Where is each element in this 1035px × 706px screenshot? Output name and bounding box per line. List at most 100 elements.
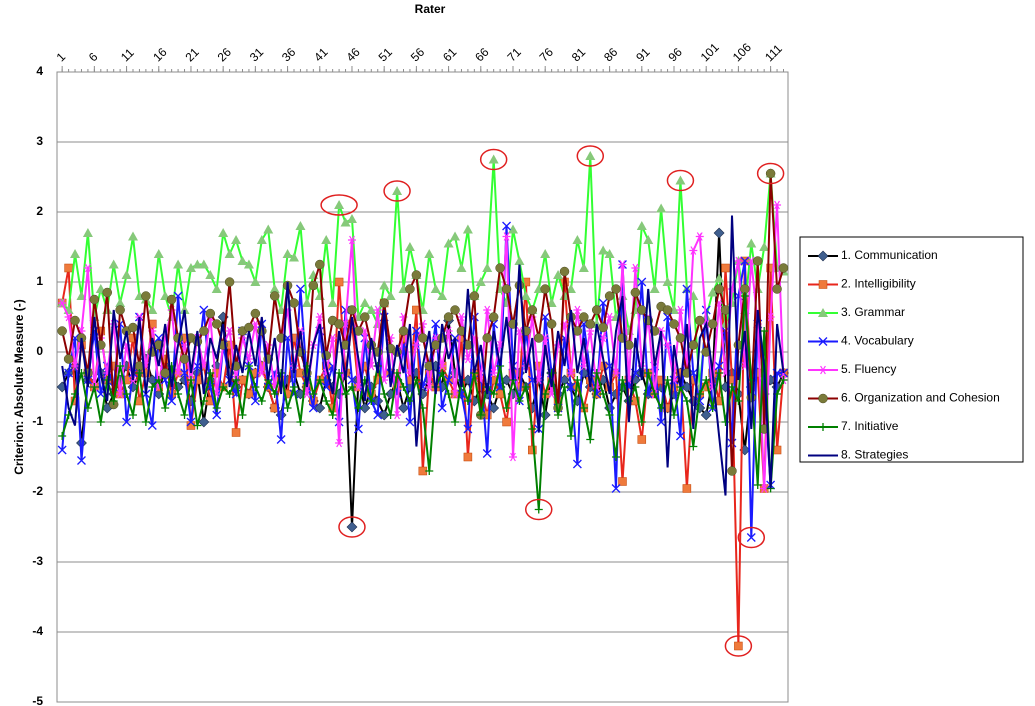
point	[611, 484, 621, 493]
point	[637, 418, 646, 426]
point	[83, 404, 92, 412]
point	[257, 397, 266, 405]
point	[585, 319, 596, 329]
point	[598, 245, 609, 255]
point	[753, 481, 762, 489]
point	[82, 228, 93, 237]
point	[507, 224, 518, 234]
x-tick-label: 96	[665, 45, 685, 65]
point	[185, 263, 196, 272]
point	[424, 249, 435, 258]
point	[379, 280, 390, 290]
point	[676, 305, 685, 315]
point	[734, 397, 743, 405]
point	[153, 249, 164, 258]
y-axis-title: Criterion: Absolute Measure (-)	[12, 299, 26, 475]
point	[180, 411, 189, 419]
point	[759, 242, 770, 251]
point	[715, 369, 724, 377]
point	[631, 263, 640, 273]
point	[154, 376, 163, 384]
point	[502, 232, 511, 241]
highlight-circle	[479, 148, 508, 171]
point	[373, 305, 382, 315]
point	[321, 235, 332, 244]
point	[612, 368, 621, 378]
point	[64, 312, 73, 322]
point	[456, 263, 467, 272]
point	[431, 319, 441, 329]
point	[714, 273, 725, 283]
point	[225, 326, 234, 336]
point	[347, 305, 357, 315]
point	[591, 305, 602, 315]
point	[578, 263, 589, 272]
point	[727, 383, 736, 391]
point	[636, 221, 647, 230]
point	[335, 438, 344, 448]
point	[411, 270, 422, 280]
point	[154, 333, 164, 343]
point	[425, 467, 434, 475]
point	[618, 260, 627, 269]
y-tick-label: 4	[36, 64, 43, 78]
highlight-circle	[756, 162, 785, 185]
point	[309, 390, 318, 398]
point	[135, 369, 144, 377]
point	[244, 322, 254, 333]
point	[702, 376, 711, 384]
point	[147, 305, 158, 314]
point	[321, 350, 331, 361]
point	[398, 326, 409, 336]
point	[83, 263, 92, 273]
point	[231, 428, 241, 437]
x-tick-label: 16	[150, 45, 170, 65]
point	[378, 409, 390, 421]
highlight-circle	[338, 516, 366, 538]
point	[405, 284, 415, 294]
point	[160, 375, 170, 385]
x-tick-label: 76	[537, 45, 557, 65]
point	[380, 390, 389, 398]
point	[346, 214, 357, 223]
point	[565, 284, 576, 293]
point	[244, 354, 253, 364]
point	[656, 417, 666, 427]
point	[161, 404, 170, 412]
series-line	[61, 215, 785, 496]
point	[566, 382, 576, 392]
point	[385, 291, 396, 300]
point	[392, 186, 403, 195]
point	[463, 354, 472, 364]
legend-box	[799, 236, 1024, 463]
point	[469, 291, 480, 301]
point	[289, 298, 299, 308]
point	[219, 383, 228, 391]
point	[604, 291, 615, 301]
point	[71, 361, 80, 371]
point	[148, 383, 157, 391]
point	[103, 376, 112, 384]
point	[560, 383, 569, 391]
point	[669, 319, 679, 329]
point	[404, 242, 415, 251]
point	[115, 305, 125, 315]
point	[250, 396, 260, 406]
point	[778, 263, 789, 273]
point	[579, 404, 588, 412]
legend-label: 8. Strategies	[841, 448, 908, 462]
point	[141, 418, 150, 426]
point	[270, 390, 279, 398]
point	[173, 259, 184, 269]
highlight-circle	[724, 635, 753, 657]
point	[559, 291, 570, 300]
legend-label: 2. Intelligibility	[841, 277, 916, 291]
point	[489, 368, 498, 378]
point	[572, 459, 582, 469]
point	[167, 396, 177, 406]
point	[109, 397, 118, 405]
y-tick-label: -4	[32, 624, 43, 638]
point	[58, 432, 67, 440]
point	[122, 390, 131, 398]
